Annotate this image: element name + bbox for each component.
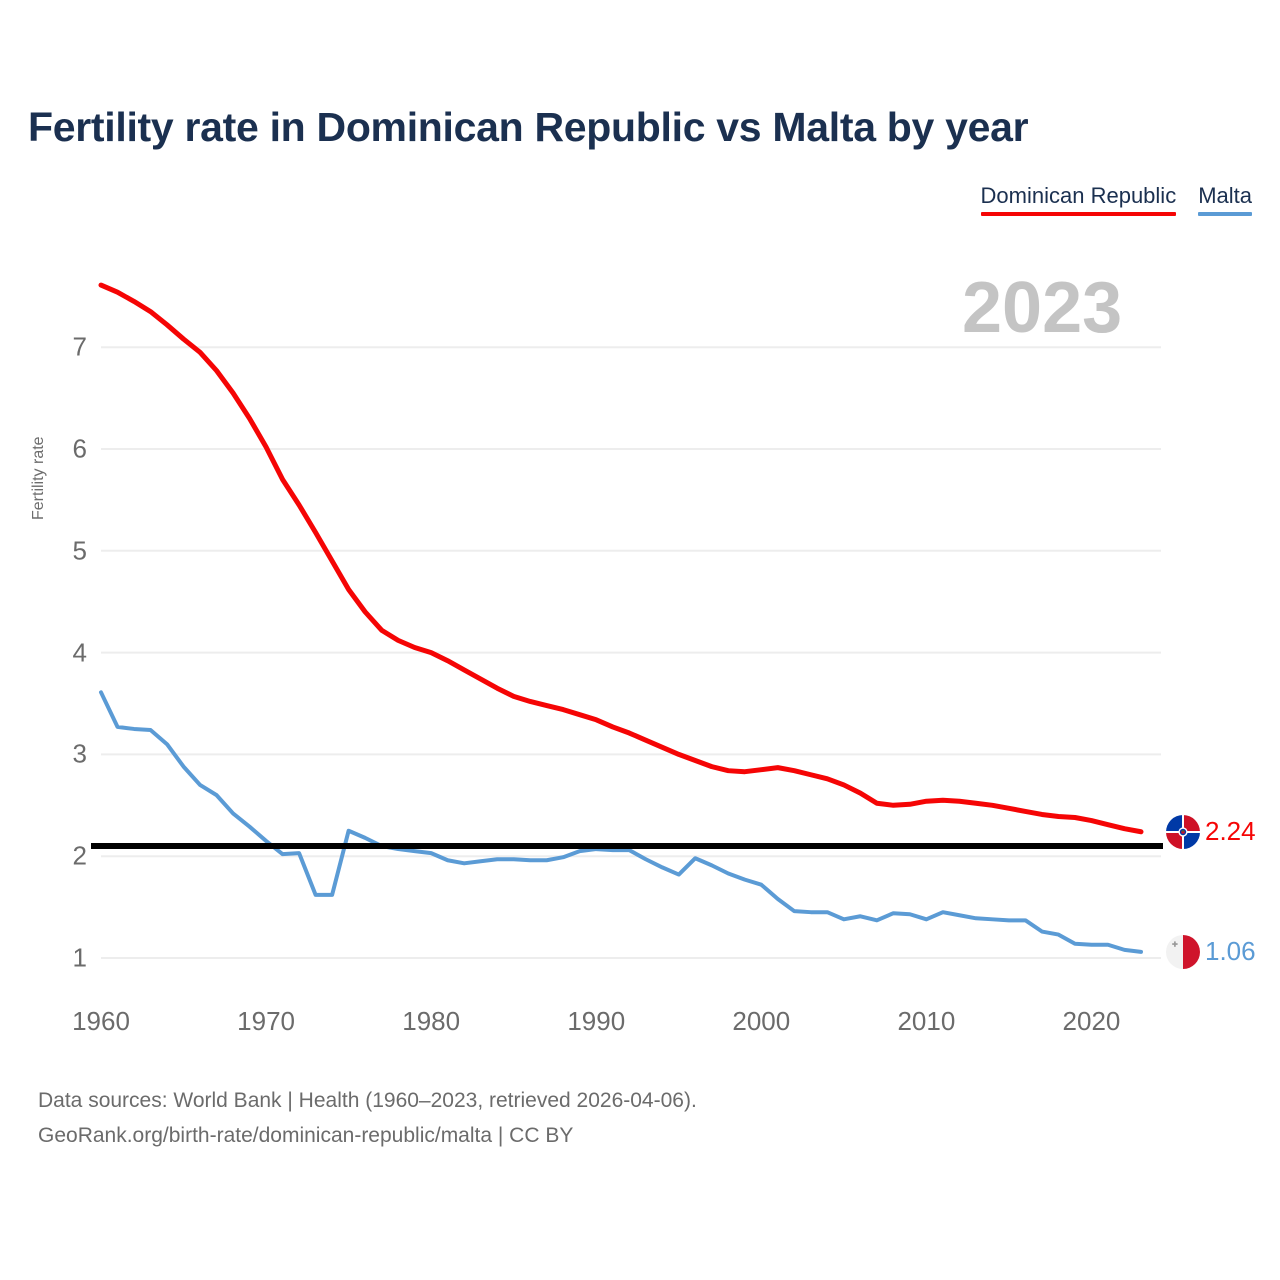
line-chart-svg: [91, 282, 1163, 959]
y-tick-1: 1: [72, 942, 87, 973]
y-tick-7: 7: [72, 331, 87, 362]
y-tick-2: 2: [72, 840, 87, 871]
x-tick-1960: 1960: [72, 1006, 130, 1036]
y-axis-title: Fertility rate: [30, 436, 47, 520]
legend-color-swatch-malta: [1198, 212, 1252, 217]
legend-color-swatch-dominican-republic: [980, 212, 1177, 217]
footer-line-1: Data sources: World Bank | Health (1960–…: [38, 1089, 697, 1112]
data-series-group: [98, 282, 1144, 954]
malta-end-value: 1.06: [1205, 935, 1256, 966]
year-watermark: 2023: [962, 268, 1123, 348]
series-line-dominican-republic: [98, 282, 1144, 835]
y-tick-3: 3: [72, 738, 87, 769]
x-tick-2000: 2000: [732, 1006, 791, 1036]
x-tick-2010: 2010: [897, 1006, 956, 1036]
gridlines: [101, 346, 1161, 959]
chart-legend: Dominican Republic Malta: [980, 183, 1252, 222]
malta-flag-icon: [1166, 934, 1200, 969]
legend-label-dominican-republic: Dominican Republic: [980, 183, 1177, 208]
legend-item-malta[interactable]: Malta: [1198, 184, 1252, 222]
footer-attribution: Data sources: World Bank | Health (1960–…: [38, 1084, 697, 1153]
x-tick-2020: 2020: [1062, 1006, 1121, 1036]
legend-item-dominican-republic[interactable]: Dominican Republic: [980, 183, 1177, 222]
y-tick-5: 5: [72, 535, 87, 566]
y-tick-4: 4: [72, 637, 87, 668]
plot-area: 2023 Fertility rate 1 2 3 4 5 6 7 1960 1970 1980…: [30, 268, 1256, 1036]
x-tick-1980: 1980: [402, 1006, 461, 1036]
legend-label-malta: Malta: [1198, 183, 1252, 208]
footer-line-2: GeoRank.org/birth-rate/dominican-republi…: [38, 1123, 574, 1147]
dominican-republic-end-value: 2.24: [1205, 815, 1256, 846]
dominican-republic-flag-icon: [1166, 814, 1200, 849]
y-tick-6: 6: [72, 433, 87, 464]
x-tick-1970: 1970: [237, 1006, 295, 1036]
x-tick-1990: 1990: [567, 1006, 626, 1036]
page-title: Fertility rate in Dominican Republic vs …: [28, 104, 1029, 150]
